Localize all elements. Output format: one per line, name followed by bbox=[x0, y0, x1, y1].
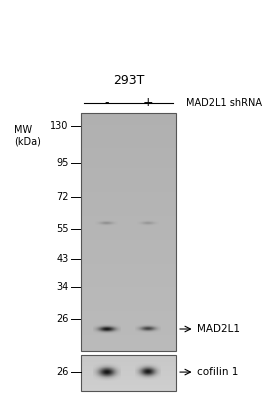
Bar bbox=[81, 360, 176, 362]
Bar bbox=[81, 382, 176, 384]
Text: 34: 34 bbox=[57, 282, 69, 292]
Bar bbox=[81, 364, 176, 366]
Bar bbox=[81, 358, 176, 360]
Bar bbox=[81, 116, 176, 120]
Bar bbox=[81, 319, 176, 323]
Bar bbox=[81, 280, 176, 284]
Bar bbox=[81, 389, 176, 391]
Bar bbox=[81, 113, 176, 116]
Bar bbox=[81, 343, 176, 347]
Bar bbox=[81, 311, 176, 315]
Bar bbox=[81, 212, 176, 216]
Bar bbox=[81, 113, 176, 351]
Text: 26: 26 bbox=[56, 367, 69, 377]
Bar bbox=[81, 327, 176, 331]
Bar bbox=[81, 287, 176, 291]
Bar bbox=[81, 284, 176, 287]
Bar bbox=[81, 244, 176, 248]
Bar bbox=[81, 188, 176, 192]
Text: 293T: 293T bbox=[113, 74, 144, 87]
Text: -: - bbox=[105, 96, 109, 109]
Bar bbox=[81, 220, 176, 224]
Bar bbox=[81, 144, 176, 148]
Bar bbox=[81, 384, 176, 385]
Bar bbox=[81, 355, 176, 357]
Text: +: + bbox=[142, 96, 153, 109]
Bar bbox=[81, 176, 176, 180]
Bar bbox=[81, 368, 176, 369]
Bar bbox=[81, 387, 176, 389]
Bar bbox=[81, 295, 176, 299]
Text: 26: 26 bbox=[56, 314, 69, 324]
Text: 43: 43 bbox=[57, 254, 69, 264]
Bar bbox=[81, 299, 176, 303]
Bar bbox=[81, 224, 176, 228]
Bar bbox=[81, 378, 176, 380]
Bar bbox=[81, 136, 176, 140]
Bar bbox=[81, 196, 176, 200]
Bar bbox=[81, 335, 176, 339]
Bar bbox=[81, 347, 176, 351]
Bar bbox=[81, 366, 176, 368]
Bar bbox=[81, 140, 176, 144]
Bar bbox=[81, 160, 176, 164]
Bar bbox=[81, 355, 176, 391]
Bar bbox=[81, 260, 176, 264]
Text: MAD2L1: MAD2L1 bbox=[197, 324, 240, 334]
Bar bbox=[81, 216, 176, 220]
Bar bbox=[81, 357, 176, 358]
Bar bbox=[81, 291, 176, 295]
Bar bbox=[81, 307, 176, 311]
Bar bbox=[81, 208, 176, 212]
Bar bbox=[81, 128, 176, 132]
Bar bbox=[81, 369, 176, 371]
Bar bbox=[81, 272, 176, 276]
Bar bbox=[81, 385, 176, 387]
Bar bbox=[81, 236, 176, 240]
Bar bbox=[81, 303, 176, 307]
Bar bbox=[81, 264, 176, 268]
Bar bbox=[81, 132, 176, 136]
Text: 95: 95 bbox=[56, 158, 69, 168]
Text: MAD2L1 shRNA: MAD2L1 shRNA bbox=[186, 98, 262, 108]
Bar bbox=[81, 373, 176, 374]
Text: MW
(kDa): MW (kDa) bbox=[14, 124, 41, 146]
Bar bbox=[81, 200, 176, 204]
Bar bbox=[81, 192, 176, 196]
Text: 72: 72 bbox=[56, 192, 69, 202]
Bar bbox=[81, 256, 176, 260]
Bar bbox=[81, 240, 176, 244]
Bar bbox=[81, 376, 176, 378]
Bar bbox=[81, 184, 176, 188]
Bar bbox=[81, 164, 176, 168]
Bar bbox=[81, 168, 176, 172]
Text: 55: 55 bbox=[56, 224, 69, 234]
Bar bbox=[81, 252, 176, 256]
Bar bbox=[81, 228, 176, 232]
Bar bbox=[81, 362, 176, 364]
Bar bbox=[81, 120, 176, 124]
Bar bbox=[81, 374, 176, 376]
Bar bbox=[81, 315, 176, 319]
Bar bbox=[81, 268, 176, 272]
Text: cofilin 1: cofilin 1 bbox=[197, 367, 238, 377]
Bar bbox=[81, 204, 176, 208]
Bar bbox=[81, 371, 176, 373]
Bar bbox=[81, 156, 176, 160]
Bar bbox=[81, 232, 176, 236]
Bar bbox=[81, 124, 176, 128]
Bar bbox=[81, 172, 176, 176]
Text: 130: 130 bbox=[50, 121, 69, 131]
Bar bbox=[81, 380, 176, 382]
Bar bbox=[81, 276, 176, 280]
Bar bbox=[81, 339, 176, 343]
Bar bbox=[81, 331, 176, 335]
Bar bbox=[81, 248, 176, 252]
Bar bbox=[81, 148, 176, 152]
Bar bbox=[81, 152, 176, 156]
Bar bbox=[81, 323, 176, 327]
Bar bbox=[81, 180, 176, 184]
